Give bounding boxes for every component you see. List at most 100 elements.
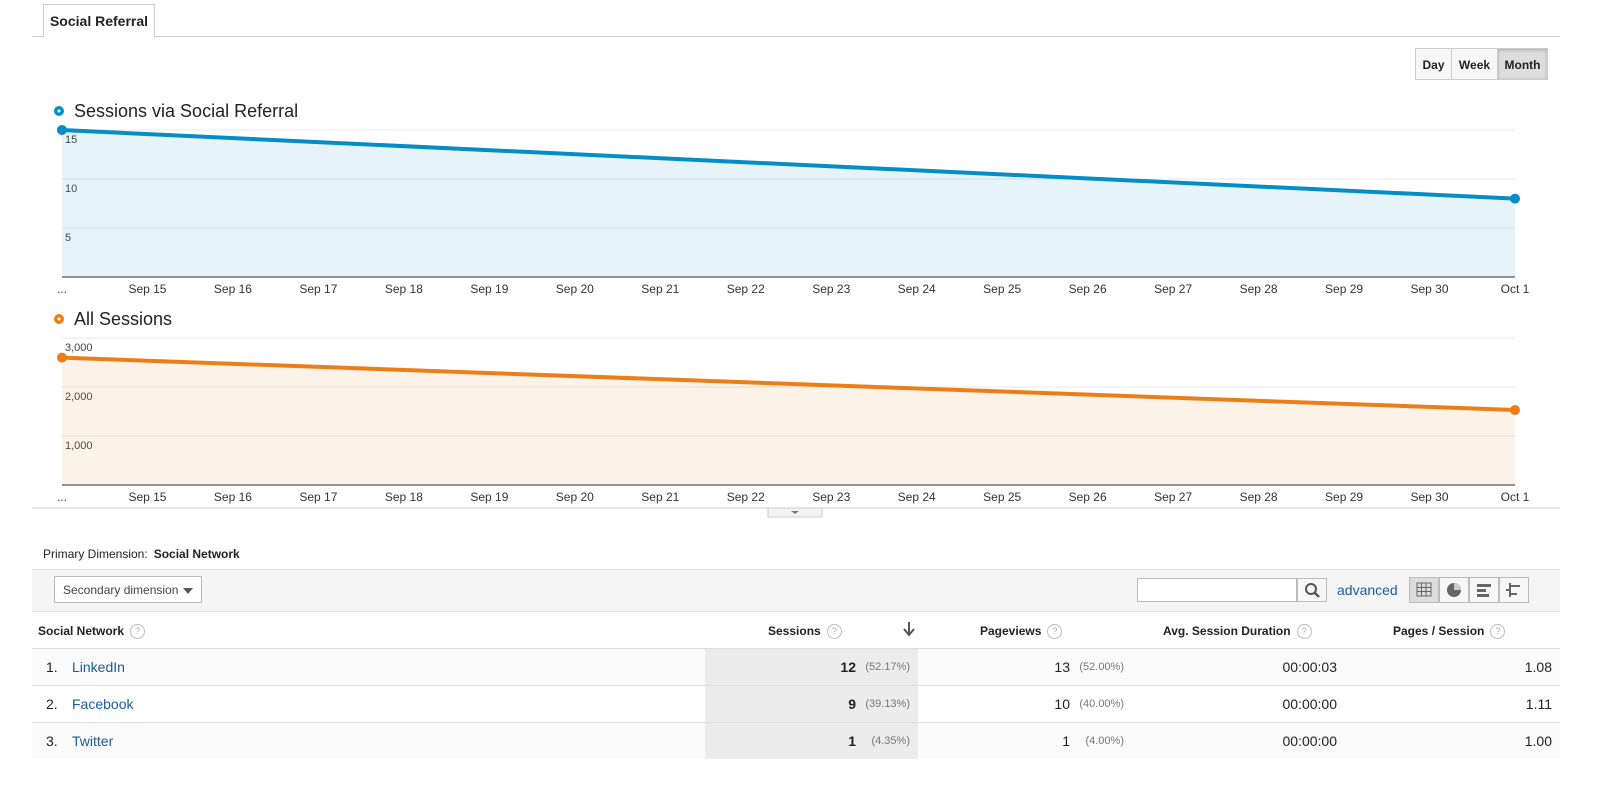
search-icon	[1305, 583, 1320, 598]
pageviews-pct: (4.00%)	[1085, 735, 1124, 747]
advanced-link[interactable]: advanced	[1337, 582, 1398, 598]
x-tick-label: ...	[57, 490, 67, 504]
y-tick-label: 5	[65, 232, 71, 244]
x-tick-label: Sep 28	[1240, 490, 1278, 504]
sessions-highlight	[705, 723, 918, 759]
x-tick-label: Sep 19	[470, 490, 508, 504]
column-header[interactable]: Pageviews?	[980, 624, 1063, 640]
x-tick-label: Sep 26	[1069, 282, 1107, 296]
sessions-highlight	[705, 686, 918, 722]
column-header[interactable]: Avg. Session Duration?	[1163, 624, 1312, 640]
x-tick-label: Sep 17	[299, 282, 337, 296]
avg-duration: 00:00:00	[1282, 733, 1338, 749]
x-tick-label: Sep 30	[1411, 282, 1449, 296]
sessions-pct: (4.35%)	[871, 735, 910, 747]
point	[1510, 193, 1520, 204]
network-link[interactable]: Twitter	[72, 733, 114, 749]
x-tick-label: Sep 29	[1325, 490, 1363, 504]
toolbar	[32, 569, 1560, 612]
period-button[interactable]: Week	[1451, 48, 1498, 80]
help-icon[interactable]: ?	[1296, 624, 1312, 640]
x-tick-label: Sep 27	[1154, 490, 1192, 504]
avg-duration: 00:00:00	[1282, 696, 1338, 712]
table-row: 2. Facebook 9 (39.13%) 10 (40.00%) 00:00:00 1.1…	[32, 685, 1560, 722]
point	[57, 125, 67, 135]
y-tick-label: 10	[65, 183, 77, 195]
view-bar[interactable]	[1469, 577, 1499, 603]
search-button[interactable]	[1297, 578, 1327, 602]
point	[1510, 405, 1520, 416]
x-tick-label: Oct 1	[1501, 490, 1530, 504]
view-compare[interactable]	[1499, 577, 1529, 603]
legend-dot-center	[57, 317, 61, 321]
header-text: Avg. Session Duration	[1163, 624, 1291, 638]
caret	[183, 588, 193, 594]
value[interactable]: Social Network	[153, 547, 240, 561]
x-tick-label: Sep 21	[641, 490, 679, 504]
x-tick-label: Sep 22	[727, 490, 765, 504]
secondary-dimension[interactable]: Secondary dimension	[54, 576, 202, 603]
collapse-arrow	[791, 511, 799, 514]
header-text: Pages / Session	[1393, 624, 1485, 638]
x-tick-label: Sep 15	[128, 282, 166, 296]
x-tick-label: Sep 17	[299, 490, 337, 504]
network-link[interactable]: Facebook	[72, 696, 134, 712]
column-header[interactable]: Sessions?	[768, 624, 842, 640]
header-text: Social Network	[38, 624, 125, 638]
help-icon[interactable]: ?	[1047, 624, 1063, 640]
x-tick-label: Sep 19	[470, 282, 508, 296]
pageviews-pct: (52.00%)	[1079, 661, 1124, 673]
series-title: Sessions via Social Referral	[74, 101, 298, 121]
table-row: 3. Twitter 1 (4.35%) 1 (4.00%) 00:00:00 1.00	[32, 722, 1560, 759]
avg-duration: 00:00:03	[1282, 659, 1338, 675]
help-icon[interactable]: ?	[826, 624, 842, 640]
pages-per-session: 1.08	[1524, 659, 1552, 675]
pageviews: 13	[1054, 659, 1070, 675]
x-tick-label: Sep 16	[214, 282, 252, 296]
view-pie[interactable]	[1439, 577, 1469, 603]
x-tick-label: Sep 29	[1325, 282, 1363, 296]
help-icon[interactable]: ?	[1490, 624, 1506, 640]
x-tick-label: Sep 27	[1154, 282, 1192, 296]
x-tick-label: ...	[57, 282, 67, 296]
search-box[interactable]	[1137, 578, 1297, 602]
x-tick-label: Sep 24	[898, 490, 936, 504]
line	[61, 128, 1516, 201]
x-tick-label: Sep 20	[556, 490, 594, 504]
table-row: 1. LinkedIn 12 (52.17%) 13 (52.00%) 00:00:03 1.…	[32, 648, 1560, 685]
y-tick-label: 1,000	[65, 440, 93, 452]
x-tick-label: Sep 25	[983, 490, 1021, 504]
point	[57, 352, 67, 363]
network-link[interactable]: LinkedIn	[72, 659, 125, 675]
sessions-pct: (39.13%)	[865, 698, 910, 710]
sessions: 1	[848, 733, 856, 749]
label: Primary Dimension:	[43, 547, 148, 561]
x-tick-label: Oct 1	[1501, 282, 1530, 296]
pages-per-session: 1.00	[1524, 733, 1552, 749]
tab-line	[32, 36, 1560, 37]
x-tick-label: Sep 21	[641, 282, 679, 296]
y-tick-label: 3,000	[65, 342, 93, 354]
pageviews: 10	[1054, 696, 1070, 712]
x-tick-label: Sep 18	[385, 490, 423, 504]
series-title: All Sessions	[74, 309, 172, 329]
pages-per-session: 1.11	[1525, 696, 1552, 712]
x-tick-label: Sep 18	[385, 282, 423, 296]
y-tick-label: 15	[65, 134, 77, 146]
help-icon[interactable]: ?	[130, 624, 146, 640]
tab[interactable]: Social Referral	[43, 4, 155, 38]
sessions: 12	[840, 659, 856, 675]
period-button[interactable]: Month	[1497, 48, 1548, 80]
view-table[interactable]	[1409, 577, 1439, 603]
column-header[interactable]: Pages / Session?	[1393, 624, 1506, 640]
period-button[interactable]: Day	[1415, 48, 1452, 80]
rank: 3.	[46, 733, 58, 749]
y-tick-label: 2,000	[65, 391, 93, 403]
x-tick-label: Sep 26	[1069, 490, 1107, 504]
charts: 5 10 15... Sep 15 Sep 16 Sep 17 Sep 18 Sep 19 Se…	[32, 101, 1560, 518]
line	[61, 355, 1516, 413]
area	[62, 130, 1515, 277]
column-header[interactable]: Social Network?	[38, 624, 146, 640]
x-tick-label: Sep 23	[812, 490, 850, 504]
